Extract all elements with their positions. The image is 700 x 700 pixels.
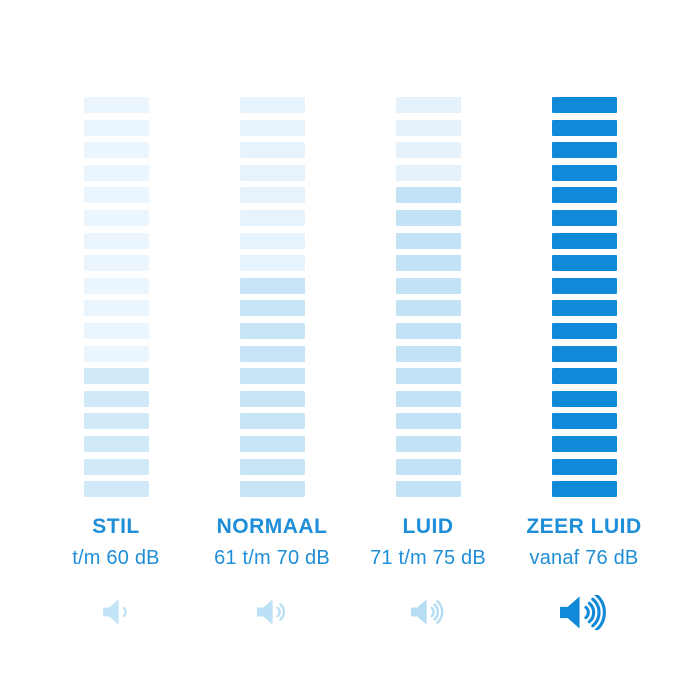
volume-bar-filled	[239, 368, 305, 385]
volume-bar-filled	[395, 481, 461, 498]
volume-bar-filled	[239, 435, 305, 452]
column-range-label: 71 t/m 75 dB	[370, 547, 486, 570]
volume-bar-filled	[395, 413, 461, 430]
bar-stack	[551, 97, 617, 498]
volume-bar-filled	[551, 209, 617, 226]
volume-bar-filled	[239, 413, 305, 430]
column-range-label: 61 t/m 70 dB	[214, 547, 330, 570]
volume-bar-filled	[395, 232, 461, 249]
speaker-1-wave-icon	[103, 594, 128, 630]
volume-bar-empty	[83, 209, 149, 226]
volume-bar-empty	[83, 300, 149, 317]
volume-column-luid: LUID 71 t/m 75 dB	[350, 97, 506, 630]
volume-bar-empty	[395, 119, 461, 136]
volume-bar-empty	[239, 187, 305, 204]
volume-bar-filled	[395, 322, 461, 339]
speaker-3-waves-icon	[411, 594, 445, 630]
volume-bar-empty	[83, 119, 149, 136]
column-range-label: vanaf 76 dB	[529, 547, 639, 570]
volume-bar-filled	[395, 209, 461, 226]
volume-bar-filled	[239, 481, 305, 498]
volume-bar-filled	[83, 458, 149, 475]
volume-bar-filled	[239, 277, 305, 294]
bar-stack	[83, 97, 149, 498]
volume-bar-empty	[83, 187, 149, 204]
volume-bar-filled	[551, 232, 617, 249]
volume-bar-empty	[239, 119, 305, 136]
volume-bar-filled	[551, 187, 617, 204]
volume-bar-filled	[395, 277, 461, 294]
volume-bar-filled	[83, 413, 149, 430]
column-label: LUID	[402, 515, 454, 539]
volume-bar-empty	[239, 255, 305, 272]
volume-bar-filled	[239, 458, 305, 475]
volume-bar-filled	[551, 255, 617, 272]
speaker-2-waves-icon	[257, 594, 286, 630]
column-range-label: t/m 60 dB	[72, 547, 160, 570]
volume-bar-filled	[395, 345, 461, 362]
volume-bar-filled	[551, 322, 617, 339]
volume-bar-filled	[551, 119, 617, 136]
volume-bar-empty	[83, 255, 149, 272]
volume-bar-filled	[239, 345, 305, 362]
volume-bar-empty	[239, 209, 305, 226]
volume-bar-empty	[239, 232, 305, 249]
volume-bar-empty	[239, 97, 305, 113]
volume-bar-filled	[551, 300, 617, 317]
volume-bar-empty	[83, 164, 149, 181]
volume-bar-empty	[239, 142, 305, 159]
speaker-4-waves-icon	[560, 594, 607, 630]
volume-bar-filled	[395, 458, 461, 475]
volume-bar-empty	[395, 142, 461, 159]
column-label: NORMAAL	[216, 515, 328, 539]
volume-bar-empty	[83, 345, 149, 362]
volume-bar-filled	[551, 142, 617, 159]
volume-bar-empty	[83, 277, 149, 294]
volume-bar-filled	[239, 322, 305, 339]
column-label: ZEER LUID	[526, 515, 642, 539]
volume-bar-empty	[83, 322, 149, 339]
volume-bar-filled	[395, 390, 461, 407]
volume-bar-empty	[395, 164, 461, 181]
volume-bar-filled	[551, 481, 617, 498]
volume-bar-filled	[83, 368, 149, 385]
bar-stack	[395, 97, 461, 498]
volume-column-zeer-luid: ZEER LUID vanaf 76 dB	[506, 97, 662, 630]
column-label: STIL	[92, 515, 140, 539]
volume-bar-filled	[239, 300, 305, 317]
volume-bar-empty	[239, 164, 305, 181]
volume-bar-filled	[395, 255, 461, 272]
volume-bar-filled	[551, 164, 617, 181]
volume-bar-filled	[395, 300, 461, 317]
volume-bar-filled	[239, 390, 305, 407]
volume-bar-filled	[551, 97, 617, 113]
volume-bar-filled	[395, 435, 461, 452]
volume-bar-filled	[551, 390, 617, 407]
volume-bar-filled	[551, 458, 617, 475]
volume-bar-filled	[551, 413, 617, 430]
volume-bar-filled	[551, 345, 617, 362]
volume-column-normaal: NORMAAL 61 t/m 70 dB	[194, 97, 350, 630]
volume-bar-empty	[395, 97, 461, 113]
volume-bar-empty	[83, 142, 149, 159]
volume-bar-empty	[83, 97, 149, 113]
volume-bar-filled	[395, 368, 461, 385]
volume-bar-empty	[83, 232, 149, 249]
volume-column-stil: STIL t/m 60 dB	[38, 97, 194, 630]
volume-bar-filled	[551, 435, 617, 452]
volume-bar-filled	[83, 481, 149, 498]
volume-bar-filled	[83, 390, 149, 407]
volume-bar-filled	[83, 435, 149, 452]
bar-stack	[239, 97, 305, 498]
volume-bar-filled	[551, 277, 617, 294]
volume-bar-filled	[395, 187, 461, 204]
volume-bar-filled	[551, 368, 617, 385]
